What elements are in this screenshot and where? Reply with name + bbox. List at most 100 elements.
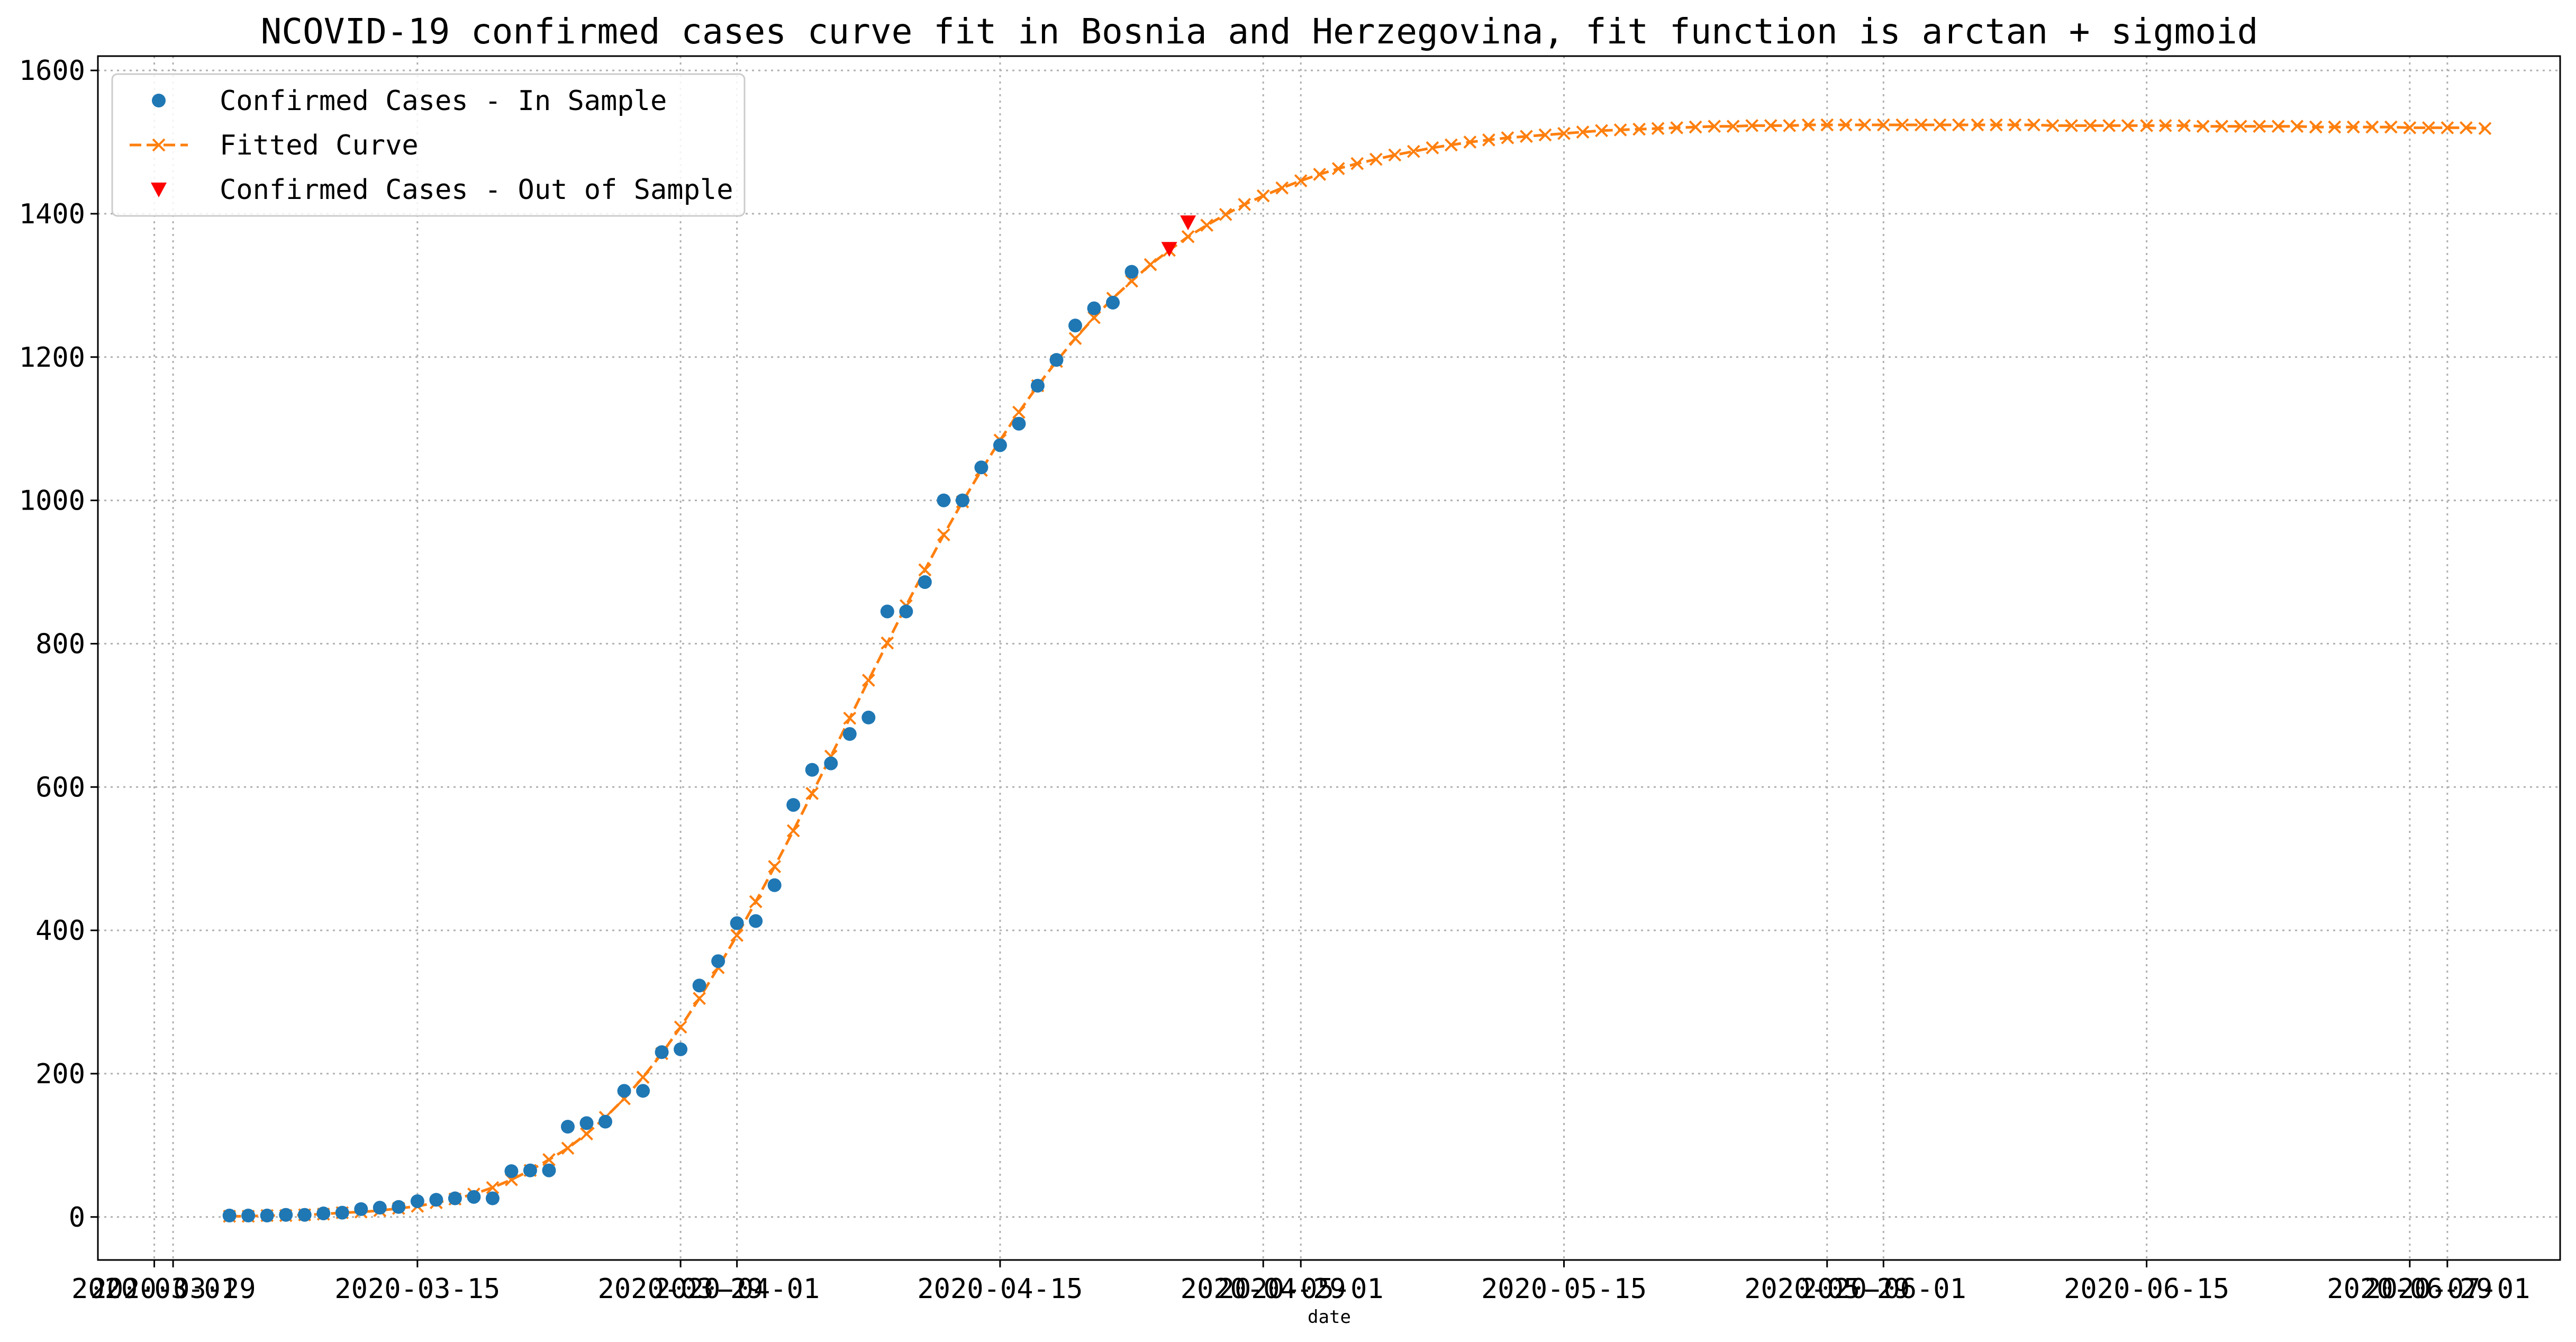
data-point xyxy=(580,1127,593,1141)
data-point xyxy=(636,1071,650,1084)
data-point xyxy=(542,1163,556,1177)
data-point xyxy=(523,1163,537,1177)
data-point xyxy=(335,1205,349,1220)
data-point xyxy=(843,711,857,725)
data-point xyxy=(1313,168,1327,181)
data-point xyxy=(504,1164,519,1178)
data-point xyxy=(749,895,763,909)
data-point xyxy=(768,860,782,873)
data-point xyxy=(2365,120,2379,134)
data-point xyxy=(861,710,876,724)
data-point xyxy=(655,1045,669,1059)
data-point xyxy=(486,1181,500,1194)
x-tick-label: 2020-03-01 xyxy=(71,1273,237,1305)
legend-label: Fitted Curve xyxy=(220,130,419,161)
data-point xyxy=(1331,162,1345,176)
data-point xyxy=(2271,120,2285,133)
data-point xyxy=(2046,119,2060,132)
data-point xyxy=(1030,378,1045,393)
data-point xyxy=(1895,118,1909,132)
data-point xyxy=(2008,118,2022,132)
data-point xyxy=(1219,207,1232,221)
x-tick-label: 2020-03-29 xyxy=(598,1273,764,1305)
data-point xyxy=(1350,157,1364,170)
data-point xyxy=(1049,353,1064,367)
x-tick-label: 2020-04-29 xyxy=(1181,1273,1346,1305)
data-point xyxy=(1087,301,1101,315)
legend-marker xyxy=(152,138,166,152)
data-point xyxy=(692,978,706,993)
data-point xyxy=(2290,120,2304,133)
data-point xyxy=(598,1114,613,1129)
data-point xyxy=(1613,123,1627,137)
data-point xyxy=(1670,121,1684,134)
x-tick-label: 2020-03-29 xyxy=(90,1273,256,1305)
data-point xyxy=(1482,133,1495,147)
data-point xyxy=(1632,122,1646,136)
data-point xyxy=(842,727,857,741)
data-point xyxy=(1914,118,1928,132)
y-tick-label: 200 xyxy=(35,1058,85,1090)
data-point xyxy=(1012,405,1026,419)
plot-series xyxy=(222,118,2492,1223)
data-point xyxy=(2065,119,2078,132)
data-point xyxy=(749,914,763,928)
data-point xyxy=(1012,416,1026,431)
data-point xyxy=(1294,174,1308,188)
series-confirmed-cases-out-of-sample xyxy=(1161,215,1196,257)
data-point xyxy=(542,1153,556,1166)
data-point xyxy=(2140,119,2153,132)
data-point xyxy=(297,1208,312,1222)
x-tick-label: 2020-04-15 xyxy=(917,1273,1083,1305)
x-tick-label: 2020-05-15 xyxy=(1481,1273,1647,1305)
data-point xyxy=(899,604,913,619)
data-point xyxy=(786,798,801,812)
data-point xyxy=(2215,120,2229,133)
data-point xyxy=(1161,242,1177,257)
data-point xyxy=(1388,148,1402,162)
data-point xyxy=(1990,118,2003,132)
data-point xyxy=(674,1020,687,1034)
data-point xyxy=(1745,119,1759,132)
data-point xyxy=(2253,120,2266,133)
data-point xyxy=(824,756,838,770)
data-point xyxy=(1181,230,1195,243)
data-point xyxy=(1369,152,1383,166)
data-point xyxy=(2441,121,2454,134)
data-point xyxy=(1971,118,1984,132)
series-confirmed-cases-in-sample xyxy=(222,265,1139,1223)
data-point xyxy=(467,1190,481,1204)
x-axis-label: date xyxy=(1308,1307,1351,1328)
data-point xyxy=(674,1042,688,1056)
y-tick-label: 1200 xyxy=(19,342,85,374)
data-point xyxy=(2459,121,2473,134)
data-point xyxy=(786,824,800,838)
data-point xyxy=(1952,118,1965,132)
x-tick-label: 2020-06-29 xyxy=(2327,1273,2492,1305)
data-point xyxy=(373,1201,387,1215)
x-tick-label: 2020-07-01 xyxy=(2364,1273,2530,1305)
y-tick-label: 800 xyxy=(35,628,85,660)
data-point xyxy=(448,1191,462,1205)
data-point xyxy=(1426,141,1439,155)
data-point xyxy=(1444,138,1458,152)
y-tick-label: 1400 xyxy=(19,198,85,230)
data-point xyxy=(1180,215,1196,231)
data-point xyxy=(1068,332,1082,345)
grid-lines xyxy=(98,56,2560,1260)
data-point xyxy=(316,1206,331,1220)
data-point xyxy=(617,1084,631,1098)
data-point xyxy=(730,929,744,942)
data-point xyxy=(711,954,725,968)
data-point xyxy=(861,674,875,687)
x-tick-label: 2020-06-15 xyxy=(2064,1273,2229,1305)
data-point xyxy=(1200,219,1214,232)
data-point xyxy=(730,916,744,930)
data-point xyxy=(1801,118,1815,132)
plot-frame xyxy=(97,55,2561,1261)
data-point xyxy=(1783,119,1797,132)
y-tick-label: 400 xyxy=(35,915,85,947)
legend-entry: Confirmed Cases - In Sample xyxy=(152,85,667,117)
data-point xyxy=(579,1116,594,1130)
